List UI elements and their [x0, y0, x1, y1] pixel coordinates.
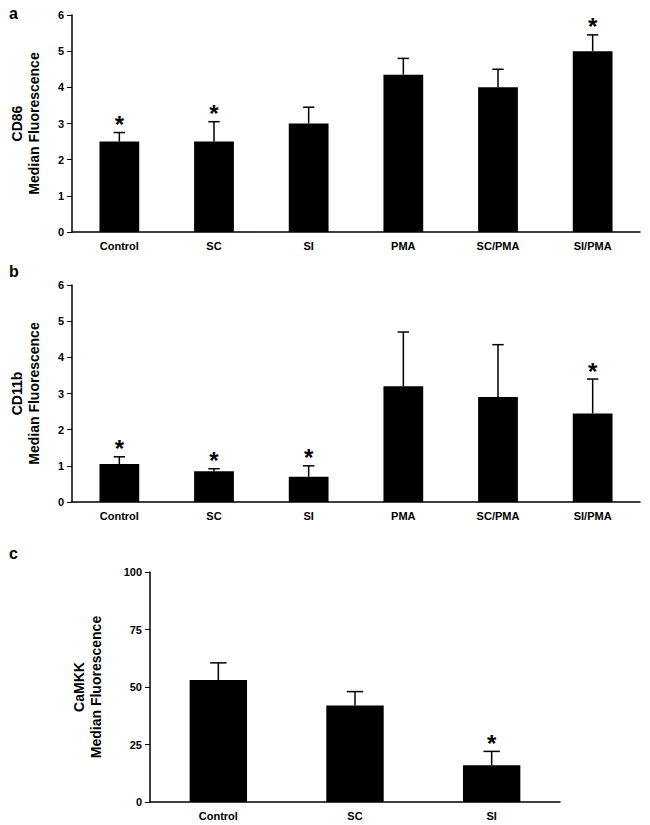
- svg-text:4: 4: [58, 81, 65, 93]
- svg-text:4: 4: [58, 351, 65, 363]
- svg-text:*: *: [588, 13, 598, 40]
- svg-text:SC: SC: [206, 510, 221, 522]
- svg-text:2: 2: [58, 424, 64, 436]
- svg-text:0: 0: [58, 226, 64, 238]
- svg-text:SI/PMA: SI/PMA: [574, 510, 612, 522]
- svg-text:6: 6: [58, 279, 64, 291]
- svg-text:b: b: [9, 263, 19, 280]
- svg-text:*: *: [304, 444, 314, 471]
- svg-text:SI/PMA: SI/PMA: [574, 240, 612, 252]
- svg-text:5: 5: [58, 45, 64, 57]
- svg-text:Control: Control: [100, 510, 139, 522]
- svg-text:0: 0: [58, 496, 64, 508]
- svg-text:*: *: [209, 447, 219, 474]
- svg-text:2: 2: [58, 154, 64, 166]
- svg-text:SC: SC: [206, 240, 221, 252]
- svg-text:*: *: [487, 730, 497, 757]
- svg-text:a: a: [9, 5, 18, 22]
- svg-text:c: c: [9, 545, 18, 562]
- svg-text:SI: SI: [303, 240, 313, 252]
- svg-text:SC/PMA: SC/PMA: [477, 240, 520, 252]
- svg-text:PMA: PMA: [391, 510, 416, 522]
- svg-text:3: 3: [58, 388, 64, 400]
- svg-text:CaMKK: CaMKK: [71, 662, 87, 712]
- svg-text:*: *: [209, 100, 219, 127]
- svg-text:Control: Control: [199, 810, 238, 822]
- svg-text:CD86: CD86: [9, 105, 25, 141]
- svg-text:Median Fluorescence: Median Fluorescence: [88, 616, 104, 759]
- svg-text:SI: SI: [486, 810, 496, 822]
- svg-text:PMA: PMA: [391, 240, 416, 252]
- svg-text:SI: SI: [303, 510, 313, 522]
- svg-text:5: 5: [58, 315, 64, 327]
- svg-text:Median Fluorescence: Median Fluorescence: [26, 52, 42, 195]
- svg-text:*: *: [115, 111, 125, 138]
- svg-text:6: 6: [58, 9, 64, 21]
- svg-text:1: 1: [58, 190, 64, 202]
- svg-text:0: 0: [136, 796, 142, 808]
- svg-text:Median Fluorescence: Median Fluorescence: [26, 322, 42, 465]
- svg-text:Control: Control: [100, 240, 139, 252]
- svg-text:100: 100: [124, 566, 142, 578]
- svg-text:75: 75: [130, 624, 142, 636]
- svg-text:1: 1: [58, 460, 64, 472]
- svg-text:*: *: [588, 358, 598, 385]
- svg-text:25: 25: [130, 739, 142, 751]
- svg-text:CD11b: CD11b: [9, 372, 25, 416]
- svg-text:SC/PMA: SC/PMA: [477, 510, 520, 522]
- svg-text:SC: SC: [347, 810, 362, 822]
- svg-text:*: *: [115, 435, 125, 462]
- svg-text:3: 3: [58, 118, 64, 130]
- svg-text:50: 50: [130, 681, 142, 693]
